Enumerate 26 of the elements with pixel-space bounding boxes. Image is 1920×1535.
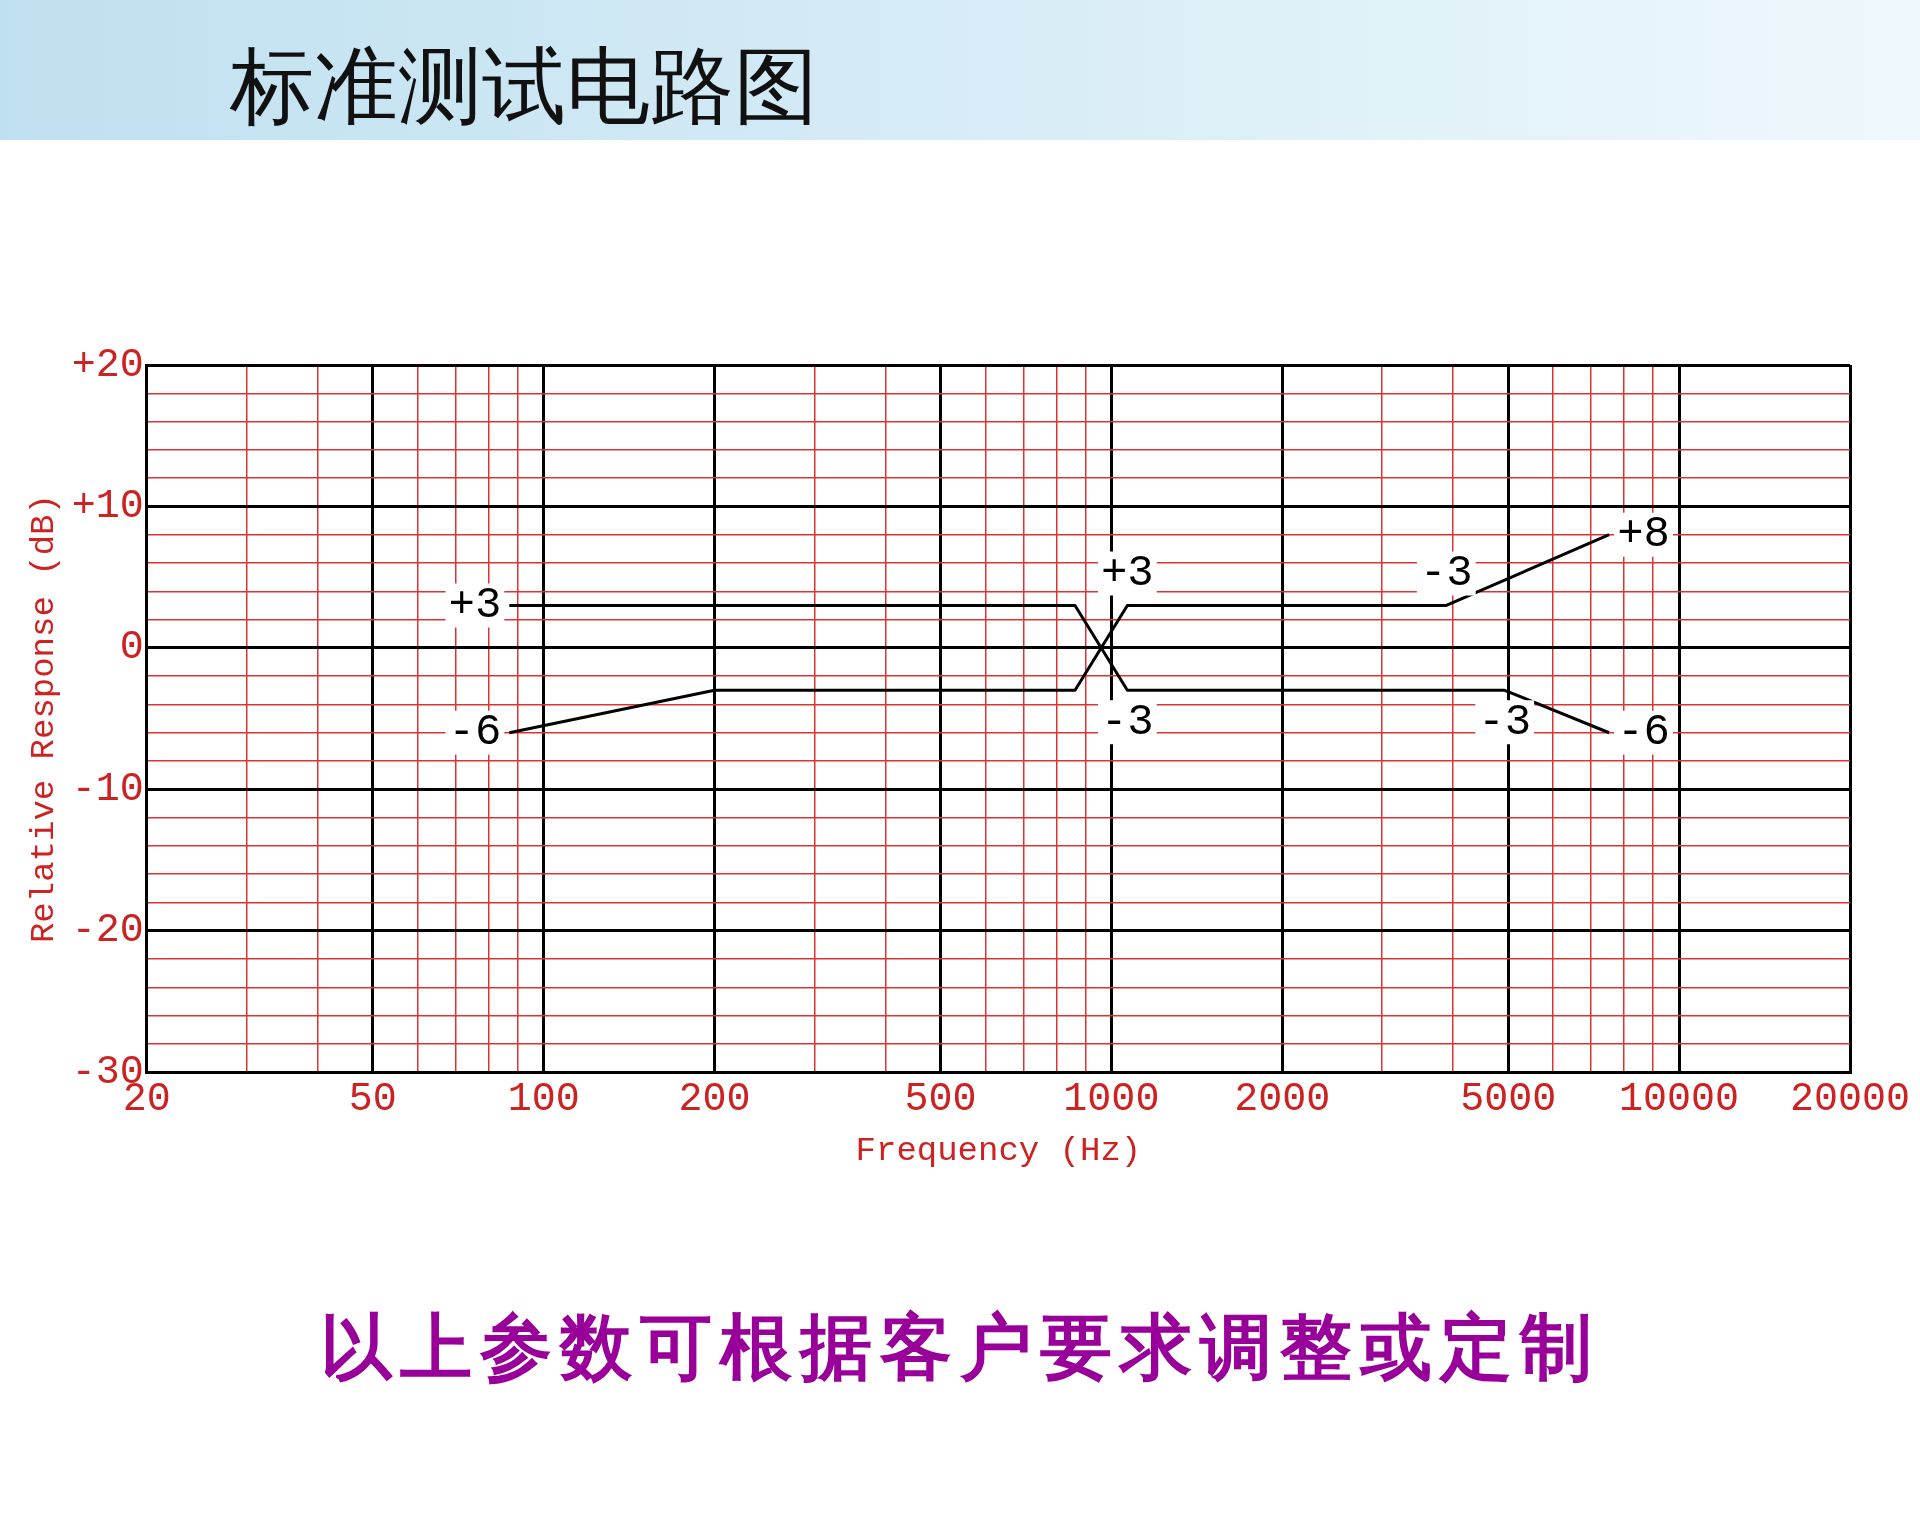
x-axis-title: Frequency (Hz) <box>855 1131 1142 1170</box>
annotation: -3 <box>1419 548 1473 599</box>
y-axis-title: Relative Response (dB) <box>25 494 64 944</box>
x-tick-label: 5000 <box>1460 1076 1557 1122</box>
x-tick-label: 50 <box>348 1076 397 1122</box>
x-tick-label: 20000 <box>1789 1076 1911 1122</box>
x-tick-label: 1000 <box>1063 1076 1160 1122</box>
y-tick-label: 0 <box>119 625 144 671</box>
x-tick-label: 200 <box>678 1076 751 1122</box>
annotation: -6 <box>448 707 502 758</box>
x-tick-label: 10000 <box>1619 1076 1740 1122</box>
annotation: -6 <box>1617 707 1670 758</box>
annotation: -3 <box>1100 696 1154 747</box>
text: 以上参数可根据客户要求调整或定制 <box>319 1303 1601 1391</box>
annotation: +3 <box>1100 548 1154 599</box>
annotation: +3 <box>448 580 502 631</box>
x-tick-label: 2000 <box>1234 1076 1331 1122</box>
y-tick-label: +10 <box>71 484 144 530</box>
annotation: -3 <box>1478 696 1532 747</box>
x-tick-label: 500 <box>904 1076 977 1122</box>
x-tick-label: 100 <box>507 1076 580 1122</box>
y-tick-label: +20 <box>71 342 144 388</box>
chart-title: 标准测试电路图 <box>230 36 818 137</box>
y-tick-label: -10 <box>71 766 144 812</box>
y-tick-label: -20 <box>71 908 144 954</box>
annotation: +8 <box>1617 509 1670 560</box>
